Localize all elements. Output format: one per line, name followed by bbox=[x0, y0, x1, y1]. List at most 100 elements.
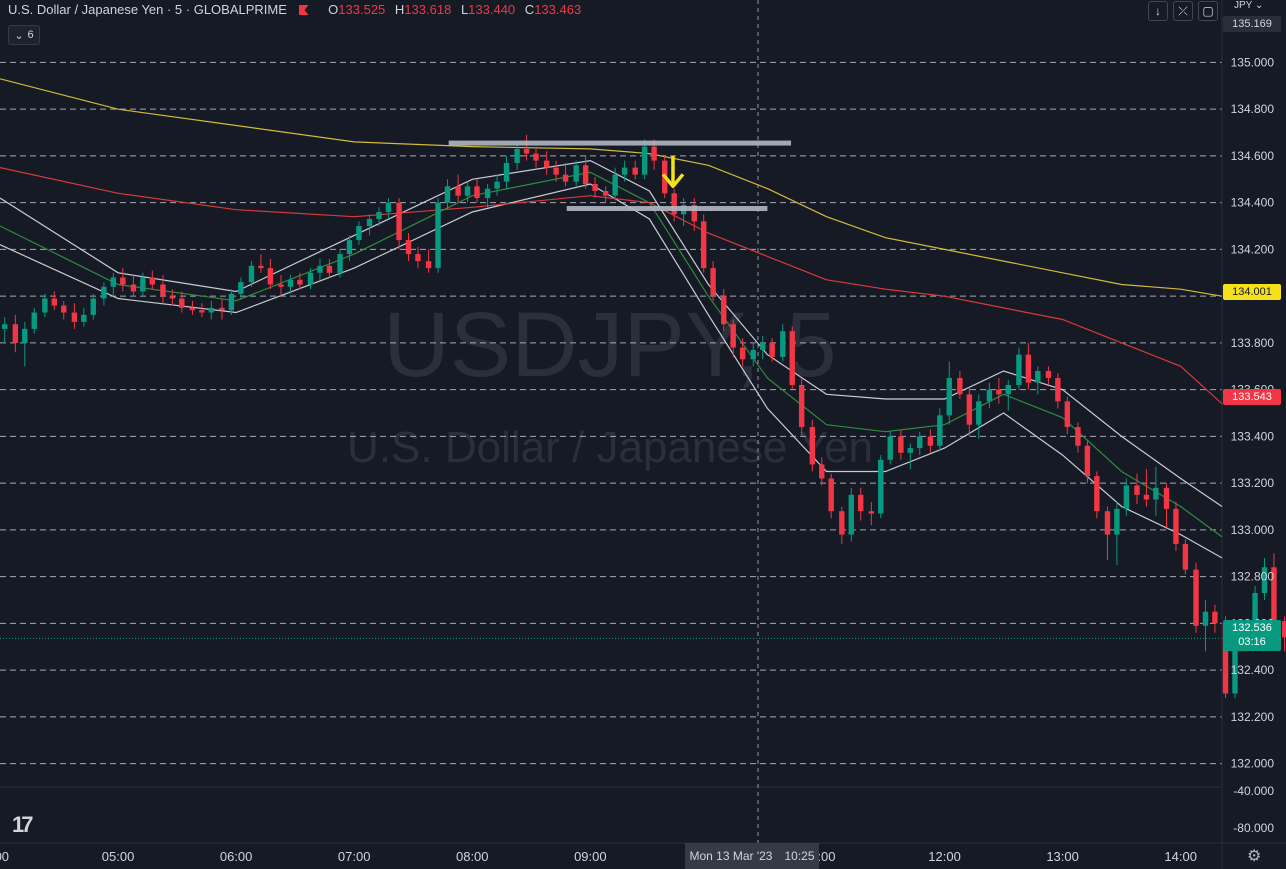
candle-up[interactable] bbox=[208, 300, 215, 320]
candle-down[interactable] bbox=[898, 429, 904, 460]
candle-down[interactable] bbox=[1045, 366, 1052, 385]
candle-down[interactable] bbox=[839, 506, 845, 544]
candle-body[interactable] bbox=[1134, 485, 1140, 495]
candle-body[interactable] bbox=[700, 221, 707, 269]
candle-up[interactable] bbox=[81, 307, 87, 327]
candle-down[interactable] bbox=[474, 179, 480, 203]
candle-body[interactable] bbox=[1045, 370, 1052, 378]
candle-body[interactable] bbox=[739, 347, 746, 360]
candle-down[interactable] bbox=[1055, 373, 1061, 409]
candle-body[interactable] bbox=[946, 377, 952, 416]
candle-body[interactable] bbox=[494, 181, 500, 189]
flag-icon[interactable] bbox=[298, 5, 309, 15]
candle-up[interactable] bbox=[937, 408, 943, 451]
candle-up[interactable] bbox=[307, 268, 314, 290]
candle-down[interactable] bbox=[179, 291, 185, 313]
candle-body[interactable] bbox=[937, 415, 943, 446]
candle-body[interactable] bbox=[130, 284, 137, 292]
gear-icon[interactable]: ⚙ bbox=[1247, 848, 1262, 865]
candle-body[interactable] bbox=[435, 202, 441, 269]
candle-down[interactable] bbox=[769, 338, 775, 362]
candle-up[interactable] bbox=[42, 293, 48, 318]
candle-down[interactable] bbox=[396, 197, 402, 250]
candle-down[interactable] bbox=[1271, 553, 1277, 629]
candle-down[interactable] bbox=[739, 338, 746, 367]
candle-body[interactable] bbox=[612, 174, 618, 196]
candle-down[interactable] bbox=[691, 197, 697, 231]
candle-body[interactable] bbox=[208, 307, 215, 313]
candle-body[interactable] bbox=[1143, 494, 1150, 500]
candle-down[interactable] bbox=[455, 174, 461, 203]
candle-body[interactable] bbox=[523, 148, 530, 154]
candle-down[interactable] bbox=[868, 501, 875, 526]
candle-body[interactable] bbox=[464, 186, 471, 196]
candle-up[interactable] bbox=[514, 144, 520, 170]
candle-up[interactable] bbox=[238, 277, 244, 299]
candle-body[interactable] bbox=[898, 436, 904, 453]
candle-down[interactable] bbox=[1143, 469, 1150, 507]
candle-body[interactable] bbox=[621, 167, 628, 175]
candle-body[interactable] bbox=[326, 265, 333, 273]
candle-body[interactable] bbox=[267, 268, 274, 285]
candle-down[interactable] bbox=[798, 377, 805, 437]
candle-body[interactable] bbox=[219, 307, 225, 311]
candle-body[interactable] bbox=[573, 165, 579, 182]
candle-down[interactable] bbox=[1094, 471, 1100, 519]
candle-down[interactable] bbox=[1173, 501, 1179, 551]
annotations[interactable] bbox=[448, 140, 792, 212]
candle-down[interactable] bbox=[189, 300, 196, 315]
candle-body[interactable] bbox=[346, 240, 353, 255]
candle-body[interactable] bbox=[396, 202, 402, 241]
candle-body[interactable] bbox=[809, 427, 816, 465]
candle-down[interactable] bbox=[710, 261, 716, 301]
candle-up[interactable] bbox=[887, 431, 893, 465]
symbol-title[interactable]: U.S. Dollar / Japanese Yen · 5 · GLOBALP… bbox=[8, 2, 287, 17]
candle-down[interactable] bbox=[1064, 396, 1071, 435]
candle-body[interactable] bbox=[957, 377, 963, 395]
candle-up[interactable] bbox=[878, 455, 884, 519]
candle-body[interactable] bbox=[553, 167, 559, 175]
candle-up[interactable] bbox=[907, 443, 914, 470]
candle-down[interactable] bbox=[523, 134, 530, 161]
candle-down[interactable] bbox=[297, 272, 303, 290]
candle-body[interactable] bbox=[996, 389, 1002, 395]
candle-body[interactable] bbox=[1064, 401, 1071, 428]
candle-body[interactable] bbox=[140, 277, 146, 292]
candle-body[interactable] bbox=[415, 254, 421, 262]
candle-up[interactable] bbox=[1153, 466, 1159, 516]
candle-body[interactable] bbox=[248, 265, 255, 283]
candle-body[interactable] bbox=[1075, 427, 1081, 446]
candle-body[interactable] bbox=[858, 494, 864, 512]
candle-body[interactable] bbox=[602, 190, 609, 196]
candle-up[interactable] bbox=[346, 235, 353, 262]
candle-body[interactable] bbox=[238, 282, 244, 294]
candle-down[interactable] bbox=[405, 233, 412, 262]
candle-body[interactable] bbox=[474, 186, 480, 198]
candle-body[interactable] bbox=[278, 284, 284, 287]
candle-body[interactable] bbox=[917, 436, 923, 449]
candle-body[interactable] bbox=[297, 279, 303, 285]
candle-down[interactable] bbox=[1212, 604, 1218, 633]
candle-body[interactable] bbox=[750, 349, 756, 360]
candle-body[interactable] bbox=[42, 298, 48, 313]
candle-body[interactable] bbox=[405, 240, 412, 255]
candle-body[interactable] bbox=[503, 162, 510, 182]
candle-body[interactable] bbox=[90, 298, 96, 315]
candle-down[interactable] bbox=[543, 151, 550, 175]
candle-down[interactable] bbox=[927, 429, 934, 453]
candle-down[interactable] bbox=[582, 155, 589, 189]
candle-body[interactable] bbox=[1025, 354, 1032, 383]
candle-body[interactable] bbox=[562, 174, 569, 182]
candle-down[interactable] bbox=[1084, 441, 1091, 484]
tradingview-logo[interactable]: 17 bbox=[12, 812, 34, 837]
candle-down[interactable] bbox=[957, 370, 963, 400]
candle-body[interactable] bbox=[1252, 593, 1258, 636]
candle-body[interactable] bbox=[848, 494, 854, 535]
candle-body[interactable] bbox=[907, 448, 914, 453]
candle-body[interactable] bbox=[986, 389, 993, 402]
candle-body[interactable] bbox=[1232, 639, 1238, 694]
candle-body[interactable] bbox=[798, 384, 805, 428]
candle-body[interactable] bbox=[730, 324, 736, 348]
candle-down[interactable] bbox=[415, 247, 421, 269]
